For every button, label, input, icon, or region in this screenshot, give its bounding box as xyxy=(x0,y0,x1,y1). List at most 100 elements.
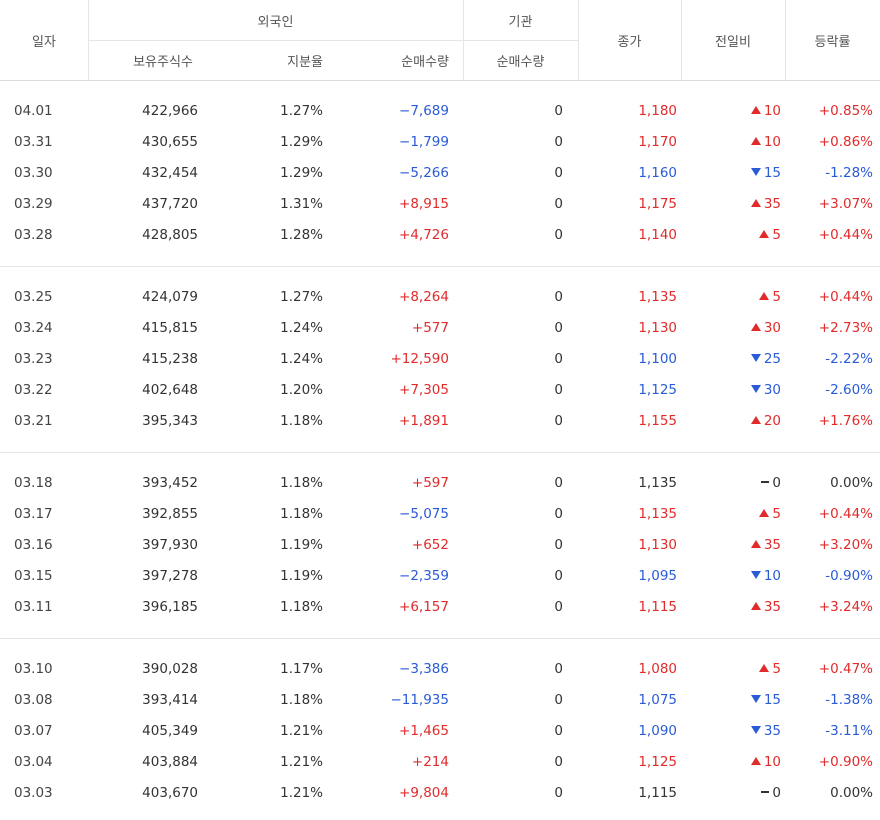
row-foreign-net: +8,264 xyxy=(399,289,449,305)
row-diff: 15 xyxy=(750,158,781,189)
row-close: 1,095 xyxy=(638,568,677,584)
row-diff-value: 10 xyxy=(763,103,781,119)
row-foreign-net: +6,157 xyxy=(399,599,449,615)
row-date: 03.21 xyxy=(14,413,53,429)
header-inst-net: 순매수량 xyxy=(496,55,545,70)
table-row: 03.04 403,884 1.21% +214 0 1,125 +0.90% 10 xyxy=(0,747,880,778)
row-close: 1,170 xyxy=(638,134,677,150)
table-row: 03.17 392,855 1.18% −5,075 0 1,135 +0.44% 5 xyxy=(0,499,880,530)
row-ratio: 1.18% xyxy=(280,506,323,522)
row-rate: -1.28% xyxy=(825,165,873,181)
row-inst-net: 0 xyxy=(554,289,563,305)
row-date: 03.23 xyxy=(14,351,53,367)
row-foreign-net: +652 xyxy=(411,537,449,553)
row-close: 1,075 xyxy=(638,692,677,708)
row-rate: +0.90% xyxy=(818,754,873,770)
row-inst-net: 0 xyxy=(554,320,563,336)
row-close: 1,115 xyxy=(638,785,677,801)
triangle-down-icon xyxy=(750,726,761,734)
row-diff: 5 xyxy=(759,220,781,251)
row-rate: +0.86% xyxy=(818,134,873,150)
dash-icon xyxy=(761,791,770,793)
row-close: 1,175 xyxy=(638,196,677,212)
row-ratio: 1.18% xyxy=(280,475,323,491)
row-ratio: 1.21% xyxy=(280,785,323,801)
row-inst-net: 0 xyxy=(554,506,563,522)
row-inst-net: 0 xyxy=(554,692,563,708)
triangle-down-icon xyxy=(750,354,761,362)
triangle-up-icon xyxy=(750,416,761,424)
row-foreign-net: +9,804 xyxy=(399,785,449,801)
row-ratio: 1.18% xyxy=(280,413,323,429)
triangle-up-icon xyxy=(750,602,761,610)
row-date: 03.16 xyxy=(14,537,53,553)
row-holdings: 430,655 xyxy=(142,134,198,150)
row-holdings: 424,079 xyxy=(142,289,198,305)
row-ratio: 1.29% xyxy=(280,134,323,150)
row-foreign-net: −2,359 xyxy=(399,568,449,584)
header-date: 일자 xyxy=(32,34,56,50)
table-row: 03.16 397,930 1.19% +652 0 1,130 +3.20% 35 xyxy=(0,530,880,561)
row-close: 1,080 xyxy=(638,661,677,677)
row-inst-net: 0 xyxy=(554,723,563,739)
row-foreign-net: +8,915 xyxy=(399,196,449,212)
row-foreign-net: +577 xyxy=(411,320,449,336)
table-row: 03.10 390,028 1.17% −3,386 0 1,080 +0.47% 5 xyxy=(0,654,880,685)
row-date: 03.15 xyxy=(14,568,53,584)
row-ratio: 1.18% xyxy=(280,599,323,615)
row-diff-value: 10 xyxy=(763,134,781,150)
row-close: 1,125 xyxy=(638,382,677,398)
row-holdings: 395,343 xyxy=(142,413,198,429)
row-holdings: 405,349 xyxy=(142,723,198,739)
row-inst-net: 0 xyxy=(554,227,563,243)
table-row: 03.03 403,670 1.21% +9,804 0 1,115 0.00% 0 xyxy=(0,778,880,809)
table-row: 03.24 415,815 1.24% +577 0 1,130 +2.73% 30 xyxy=(0,313,880,344)
triangle-down-icon xyxy=(750,571,761,579)
row-diff-value: 10 xyxy=(763,754,781,770)
row-date: 03.31 xyxy=(14,134,53,150)
row-diff: 0 xyxy=(761,778,781,809)
row-ratio: 1.31% xyxy=(280,196,323,212)
row-diff: 10 xyxy=(750,747,781,778)
row-close: 1,130 xyxy=(638,537,677,553)
row-diff: 0 xyxy=(761,468,781,499)
triangle-down-icon xyxy=(750,695,761,703)
row-date: 04.01 xyxy=(14,103,53,119)
row-rate: +3.07% xyxy=(818,196,873,212)
row-date: 03.17 xyxy=(14,506,53,522)
table-row: 03.28 428,805 1.28% +4,726 0 1,140 +0.44% 5 xyxy=(0,220,880,251)
row-inst-net: 0 xyxy=(554,785,563,801)
table-row: 03.08 393,414 1.18% −11,935 0 1,075 -1.38% 15 xyxy=(0,685,880,716)
triangle-up-icon xyxy=(759,664,770,672)
row-close: 1,130 xyxy=(638,320,677,336)
row-ratio: 1.21% xyxy=(280,754,323,770)
row-holdings: 402,648 xyxy=(142,382,198,398)
row-foreign-net: −5,075 xyxy=(399,506,449,522)
row-ratio: 1.29% xyxy=(280,165,323,181)
row-close: 1,100 xyxy=(638,351,677,367)
row-date: 03.08 xyxy=(14,692,53,708)
triangle-up-icon xyxy=(750,540,761,548)
dash-icon xyxy=(761,481,770,483)
row-inst-net: 0 xyxy=(554,537,563,553)
row-inst-net: 0 xyxy=(554,413,563,429)
row-rate: +0.85% xyxy=(818,103,873,119)
row-diff-value: 25 xyxy=(763,351,781,367)
row-ratio: 1.18% xyxy=(280,692,323,708)
row-holdings: 396,185 xyxy=(142,599,198,615)
row-rate: +0.44% xyxy=(818,227,873,243)
row-inst-net: 0 xyxy=(554,103,563,119)
triangle-up-icon xyxy=(759,509,770,517)
row-close: 1,140 xyxy=(638,227,677,243)
row-foreign-net: −3,386 xyxy=(399,661,449,677)
triangle-up-icon xyxy=(750,323,761,331)
table-row: 03.31 430,655 1.29% −1,799 0 1,170 +0.86% 10 xyxy=(0,127,880,158)
row-foreign-net: +214 xyxy=(411,754,449,770)
row-diff-value: 15 xyxy=(763,692,781,708)
table-row: 03.25 424,079 1.27% +8,264 0 1,135 +0.44% 5 xyxy=(0,282,880,313)
row-diff: 10 xyxy=(750,127,781,158)
row-diff: 10 xyxy=(750,561,781,592)
table-row: 03.30 432,454 1.29% −5,266 0 1,160 -1.28% 15 xyxy=(0,158,880,189)
group-divider xyxy=(0,638,880,639)
